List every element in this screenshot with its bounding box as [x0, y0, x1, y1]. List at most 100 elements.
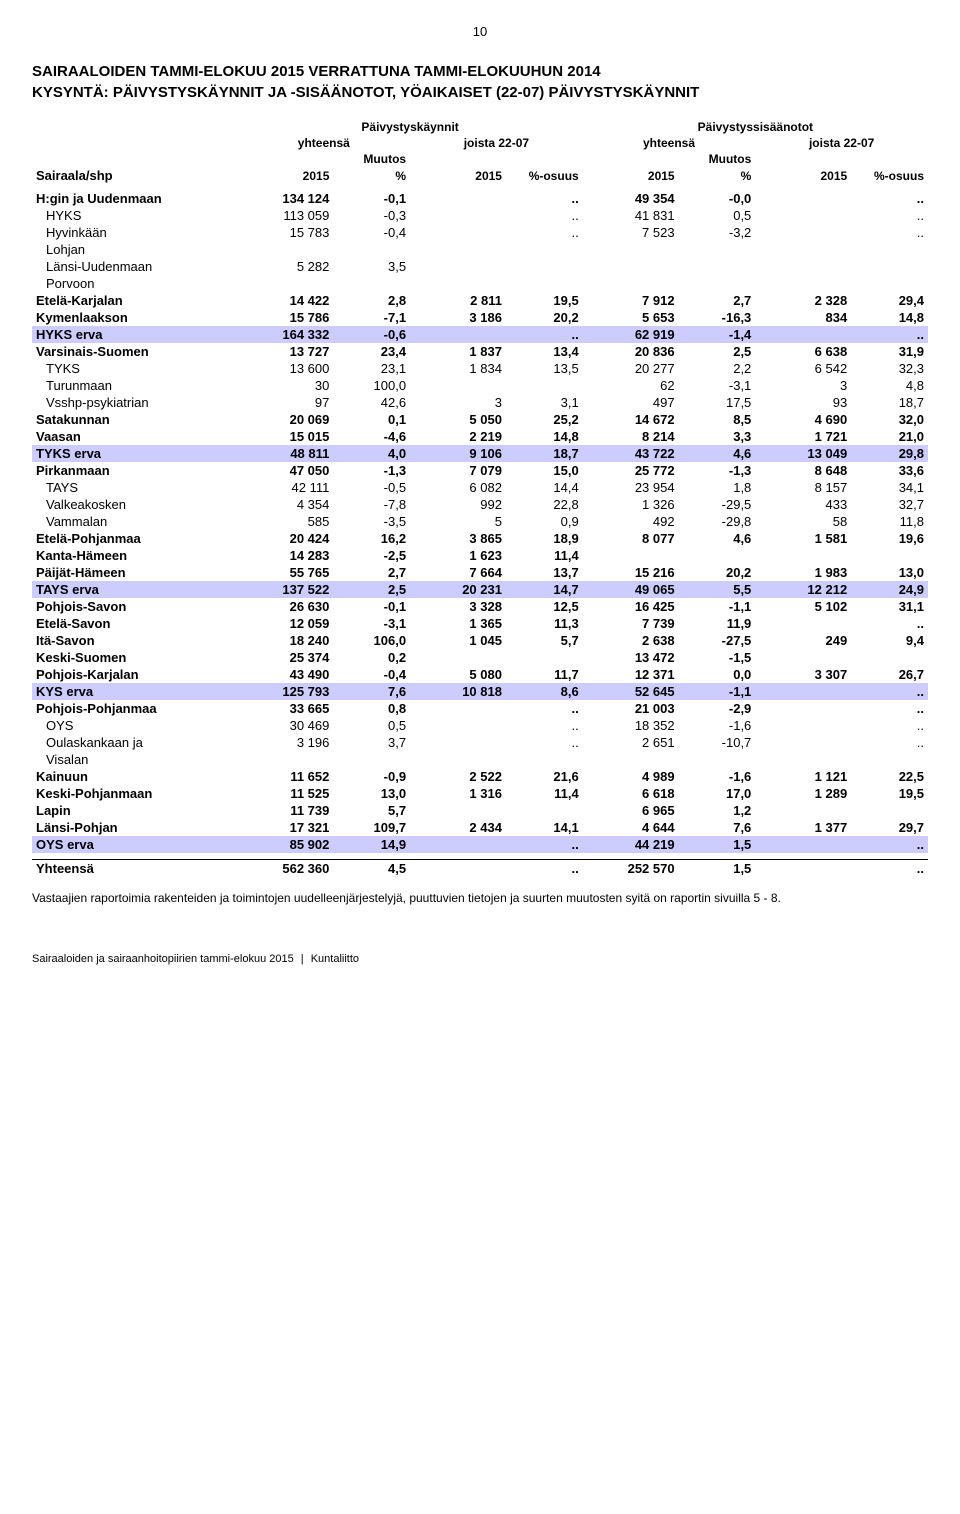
hdr-osuus: %-osuus: [506, 167, 583, 184]
table-row: Visalan: [32, 751, 928, 768]
table-row: Turunmaan30100,062-3,134,8: [32, 377, 928, 394]
table-row: Kainuun11 652-0,92 52221,64 989-1,61 121…: [32, 768, 928, 785]
cell: -0,1: [333, 598, 410, 615]
row-label: Pohjois-Savon: [32, 598, 237, 615]
cell: 562 360: [237, 860, 333, 878]
cell: 21 003: [583, 700, 679, 717]
row-label: Etelä-Karjalan: [32, 292, 237, 309]
cell: [410, 751, 506, 768]
table-row: OYS30 4690,5..18 352-1,6..: [32, 717, 928, 734]
cell: 6 618: [583, 785, 679, 802]
cell: -3,2: [679, 224, 756, 241]
cell: 29,7: [851, 819, 928, 836]
cell: [755, 224, 851, 241]
cell: 8 214: [583, 428, 679, 445]
cell: 14 672: [583, 411, 679, 428]
cell: 5 102: [755, 598, 851, 615]
cell: 2 522: [410, 768, 506, 785]
cell: 6 082: [410, 479, 506, 496]
cell: [410, 717, 506, 734]
row-label: TYKS: [32, 360, 237, 377]
cell: 15 216: [583, 564, 679, 581]
cell: [755, 207, 851, 224]
cell: 47 050: [237, 462, 333, 479]
cell: [410, 734, 506, 751]
cell: 249: [755, 632, 851, 649]
cell: 22,5: [851, 768, 928, 785]
row-label: Valkeakosken: [32, 496, 237, 513]
cell: [851, 275, 928, 292]
cell: [506, 377, 583, 394]
footer-right: Kuntaliitto: [311, 953, 359, 965]
cell: ..: [851, 326, 928, 343]
cell: -0,4: [333, 666, 410, 683]
cell: -1,1: [679, 598, 756, 615]
row-label: Keski-Pohjanmaan: [32, 785, 237, 802]
cell: 17,5: [679, 394, 756, 411]
cell: -2,9: [679, 700, 756, 717]
cell: -2,5: [333, 547, 410, 564]
row-label: Pohjois-Pohjanmaa: [32, 700, 237, 717]
cell: 1 289: [755, 785, 851, 802]
row-label: Kanta-Hämeen: [32, 547, 237, 564]
table-row: Porvoon: [32, 275, 928, 292]
cell: -3,1: [333, 615, 410, 632]
table-body: H:gin ja Uudenmaan134 124-0,1..49 354-0,…: [32, 190, 928, 877]
row-label: Itä-Savon: [32, 632, 237, 649]
row-label: Hyvinkään: [32, 224, 237, 241]
cell: [333, 751, 410, 768]
cell: 13,5: [506, 360, 583, 377]
table-row: TAYS erva137 5222,520 23114,749 0655,512…: [32, 581, 928, 598]
table-row: Pirkanmaan47 050-1,37 07915,025 772-1,38…: [32, 462, 928, 479]
table-row: Pohjois-Pohjanmaa33 6650,8..21 003-2,9..: [32, 700, 928, 717]
cell: [237, 275, 333, 292]
cell: 100,0: [333, 377, 410, 394]
cell: ..: [506, 190, 583, 207]
cell: ..: [851, 190, 928, 207]
cell: -1,1: [679, 683, 756, 700]
cell: -1,6: [679, 768, 756, 785]
row-label: Varsinais-Suomen: [32, 343, 237, 360]
cell: [410, 241, 506, 258]
cell: [506, 802, 583, 819]
cell: [755, 326, 851, 343]
cell: [410, 258, 506, 275]
cell: 1,5: [679, 860, 756, 878]
cell: 30: [237, 377, 333, 394]
cell: ..: [506, 207, 583, 224]
table-row: Oulaskankaan ja3 1963,7..2 651-10,7..: [32, 734, 928, 751]
cell: 5,7: [506, 632, 583, 649]
row-label: Satakunnan: [32, 411, 237, 428]
cell: 26,7: [851, 666, 928, 683]
cell: 21,6: [506, 768, 583, 785]
cell: 16 425: [583, 598, 679, 615]
cell: 32,0: [851, 411, 928, 428]
hdr-pct: %: [679, 167, 756, 184]
cell: 14,7: [506, 581, 583, 598]
cell: -3,5: [333, 513, 410, 530]
cell: 20 069: [237, 411, 333, 428]
row-label: HYKS erva: [32, 326, 237, 343]
table-row: H:gin ja Uudenmaan134 124-0,1..49 354-0,…: [32, 190, 928, 207]
cell: 492: [583, 513, 679, 530]
cell: 2 328: [755, 292, 851, 309]
cell: 20 836: [583, 343, 679, 360]
hdr-group-admissions: Päivystyssisäänotot: [583, 119, 928, 135]
cell: 4,6: [679, 445, 756, 462]
cell: 3 307: [755, 666, 851, 683]
cell: 12 212: [755, 581, 851, 598]
cell: 433: [755, 496, 851, 513]
cell: 2 219: [410, 428, 506, 445]
cell: -7,8: [333, 496, 410, 513]
row-label: TYKS erva: [32, 445, 237, 462]
cell: 13,0: [851, 564, 928, 581]
cell: 11,3: [506, 615, 583, 632]
cell: 1,2: [679, 802, 756, 819]
cell: 7 079: [410, 462, 506, 479]
row-label: HYKS: [32, 207, 237, 224]
cell: -1,3: [333, 462, 410, 479]
footer-left: Sairaaloiden ja sairaanhoitopiirien tamm…: [32, 953, 294, 965]
cell: 2,8: [333, 292, 410, 309]
hdr-sairaala: Sairaala/shp: [32, 167, 237, 184]
cell: 5 080: [410, 666, 506, 683]
